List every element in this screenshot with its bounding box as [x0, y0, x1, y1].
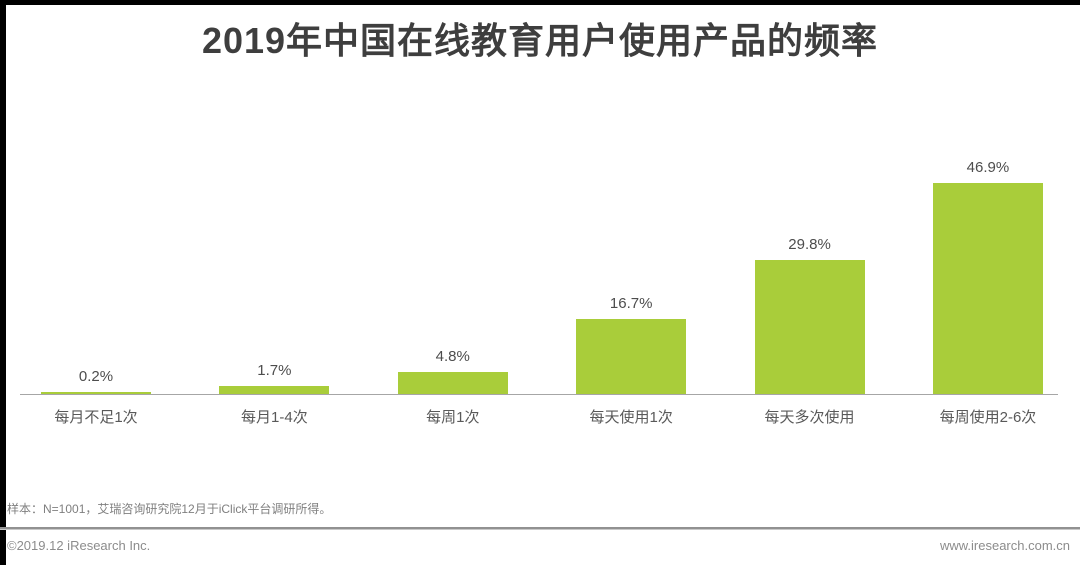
- left-border: [0, 0, 6, 565]
- footer-divider: [0, 527, 1080, 530]
- bar-value-label: 46.9%: [966, 159, 1010, 176]
- bar-value-label: 4.8%: [435, 348, 470, 365]
- category-cell: 每月不足1次: [41, 406, 151, 427]
- bar-value-label: 1.7%: [257, 362, 292, 379]
- category-cell: 每周使用2-6次: [933, 406, 1043, 427]
- bar-column: 1.7%: [219, 362, 330, 394]
- bar: [41, 392, 151, 394]
- bar: [397, 372, 508, 394]
- category-axis-labels: 每月不足1次 每月1-4次 每周1次 每天使用1次 每天多次使用 每周使用2-6次: [0, 406, 1080, 427]
- category-label: 每天多次使用: [764, 409, 855, 426]
- copyright-text: ©2019.12 iResearch Inc.: [7, 538, 151, 553]
- x-axis-line: [20, 394, 1058, 395]
- top-border: [0, 0, 1080, 5]
- category-label: 每周使用2-6次: [939, 409, 1037, 426]
- bar-column: 29.8%: [754, 236, 865, 394]
- bar-chart: 0.2% 1.7% 4.8% 16.7% 29.8% 46.9%: [0, 100, 1080, 394]
- bar: [576, 319, 687, 394]
- website-text: www.iresearch.com.cn: [939, 538, 1070, 553]
- bar-column: 0.2%: [41, 368, 151, 394]
- chart-title: 2019年中国在线教育用户使用产品的频率: [201, 20, 879, 61]
- bar-value-label: 0.2%: [78, 368, 114, 385]
- bar-column: 16.7%: [576, 295, 687, 394]
- category-cell: 每天使用1次: [576, 406, 686, 427]
- bar-column: 4.8%: [397, 348, 508, 394]
- bar: [932, 183, 1043, 394]
- bar-value-label: 16.7%: [609, 295, 653, 312]
- category-cell: 每周1次: [398, 406, 508, 427]
- category-label: 每月不足1次: [54, 409, 138, 426]
- bar: [754, 260, 865, 394]
- sample-note: 样本：N=1001，艾瑞咨询研究院12月于iClick平台调研所得。: [7, 502, 332, 516]
- bar-column: 46.9%: [932, 159, 1043, 394]
- category-label: 每周1次: [426, 409, 480, 426]
- category-cell: 每天多次使用: [755, 406, 865, 427]
- bar-value-label: 29.8%: [788, 236, 831, 253]
- bar: [219, 386, 330, 394]
- category-label: 每天使用1次: [589, 409, 673, 426]
- category-label: 每月1-4次: [241, 409, 308, 426]
- category-cell: 每月1-4次: [219, 406, 329, 427]
- footer-bar: ©2019.12 iResearch Inc. www.iresearch.co…: [7, 538, 1070, 553]
